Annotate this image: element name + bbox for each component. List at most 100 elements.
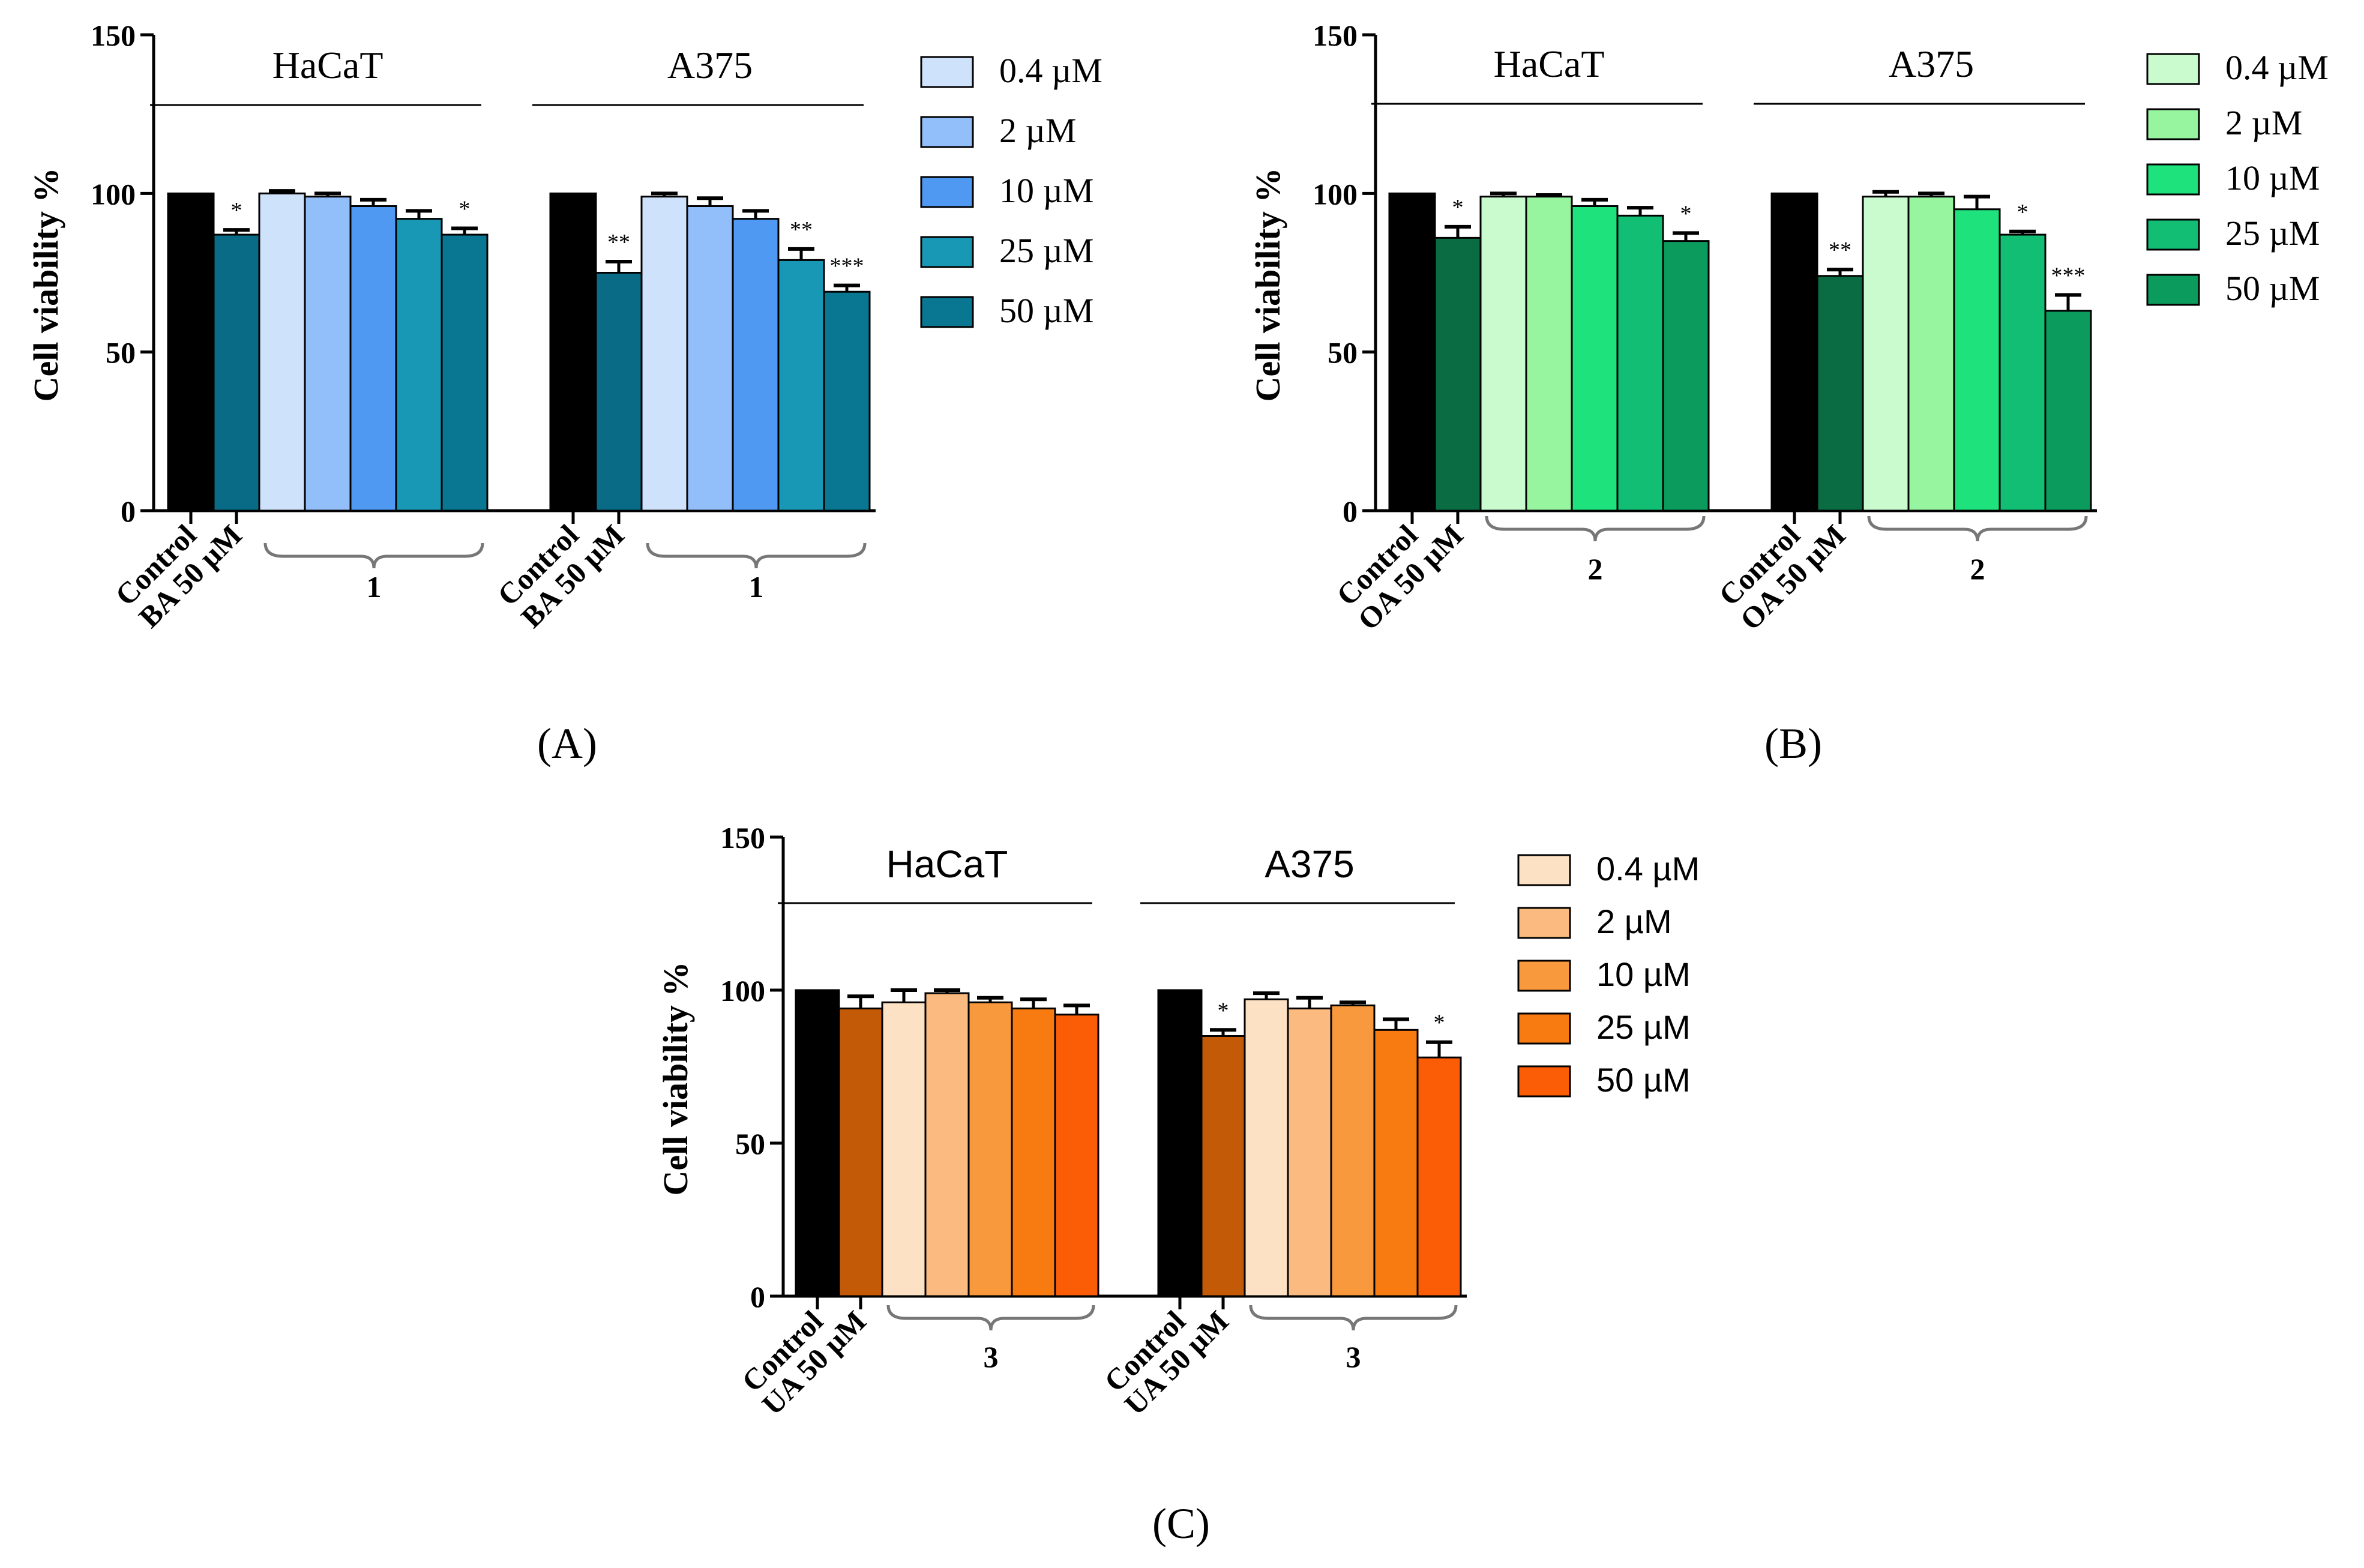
legend-swatch <box>2146 163 2200 196</box>
legend-label: 10 µM <box>1596 955 1691 993</box>
y-tick-label: 100 <box>720 974 765 1008</box>
bar <box>1953 208 2001 512</box>
group-title: HaCaT <box>886 843 1008 886</box>
bracket-label: 1 <box>749 570 764 604</box>
legend-label: 0.4 µM <box>999 51 1102 90</box>
legend-label: 10 µM <box>999 171 1094 210</box>
y-tick-label: 100 <box>91 177 136 211</box>
bracket-label: 2 <box>1970 552 1985 586</box>
legend-swatch <box>920 116 974 148</box>
legend-swatch <box>1517 907 1571 939</box>
legend-swatch <box>2146 53 2200 85</box>
bar <box>838 1008 883 1297</box>
bar <box>1200 1035 1246 1297</box>
bar <box>1770 192 1818 512</box>
legend-swatch <box>2146 218 2200 251</box>
legend-label: 25 µM <box>2225 214 2320 253</box>
group-title: A375 <box>667 44 753 86</box>
bar <box>1416 1056 1462 1297</box>
group-title: A375 <box>1889 43 1974 85</box>
bar <box>1244 998 1289 1297</box>
bar <box>1616 214 1664 512</box>
compound-bracket <box>1249 1305 1458 1331</box>
legend-label: 25 µM <box>1596 1008 1691 1046</box>
legend-label: 2 µM <box>1596 903 1672 940</box>
bar <box>1330 1005 1376 1297</box>
bar <box>1525 196 1573 512</box>
group-title: HaCaT <box>272 44 383 86</box>
legend-label: 0.4 µM <box>1596 850 1700 888</box>
significance-marker: ** <box>790 217 813 242</box>
bar <box>823 290 871 512</box>
y-tick-label: 50 <box>1328 336 1358 370</box>
y-tick-label: 0 <box>1343 494 1358 528</box>
significance-marker: * <box>1680 201 1692 226</box>
significance-marker: *** <box>830 254 864 279</box>
bar <box>881 1001 927 1297</box>
significance-marker: * <box>1452 195 1464 220</box>
legend-swatch <box>2146 274 2200 306</box>
panel-label: (C) <box>1152 1500 1210 1548</box>
y-axis-label: Cell viability % <box>656 962 695 1196</box>
bar <box>2044 310 2092 512</box>
bar <box>595 272 643 512</box>
bar <box>549 192 597 512</box>
group-title: A375 <box>1265 843 1354 886</box>
legend-label: 2 µM <box>2225 103 2303 142</box>
bar <box>1287 1008 1332 1297</box>
bracket-label: 3 <box>984 1340 999 1374</box>
significance-marker: * <box>459 196 471 221</box>
significance-marker: * <box>1434 1011 1445 1036</box>
bar <box>1662 240 1710 512</box>
bar <box>167 192 215 512</box>
bar <box>777 259 825 512</box>
legend-label: 10 µM <box>2225 158 2320 197</box>
bar <box>1479 196 1527 512</box>
bracket-label: 3 <box>1346 1340 1361 1374</box>
significance-marker: *** <box>2051 263 2086 289</box>
bar <box>1862 196 1910 512</box>
legend-swatch <box>920 56 974 88</box>
bar <box>1816 275 1864 512</box>
compound-bracket <box>1867 515 2088 542</box>
legend-label: 50 µM <box>999 291 1094 330</box>
legend-label: 2 µM <box>999 111 1077 150</box>
bar <box>1373 1029 1419 1297</box>
legend-label: 50 µM <box>1596 1061 1691 1099</box>
compound-bracket <box>646 542 867 569</box>
y-tick-label: 50 <box>735 1127 765 1161</box>
legend-swatch <box>920 236 974 268</box>
y-tick-label: 150 <box>720 821 765 855</box>
legend-swatch <box>2146 108 2200 140</box>
y-tick-label: 150 <box>1313 19 1358 52</box>
y-tick-label: 150 <box>91 19 136 52</box>
bar <box>1571 205 1619 512</box>
bar <box>732 218 780 512</box>
panel-label: (A) <box>537 719 597 767</box>
bar <box>1011 1008 1056 1297</box>
y-tick-label: 50 <box>106 336 136 370</box>
bracket-label: 2 <box>1588 552 1603 586</box>
bar <box>441 233 489 512</box>
bar <box>1999 233 2047 512</box>
compound-bracket <box>886 1305 1095 1331</box>
bar <box>349 205 397 512</box>
bar <box>924 992 970 1297</box>
legend-swatch <box>1517 854 1571 886</box>
bar <box>1157 989 1203 1297</box>
bar <box>1907 196 1955 512</box>
bar <box>1434 236 1482 512</box>
bar <box>304 196 352 512</box>
bar <box>640 196 688 512</box>
bar <box>212 233 260 512</box>
bracket-label: 1 <box>367 570 382 604</box>
y-tick-label: 0 <box>750 1280 765 1314</box>
significance-marker: ** <box>607 230 630 255</box>
bar <box>795 989 840 1297</box>
compound-bracket <box>1485 515 1706 542</box>
y-tick-label: 100 <box>1313 177 1358 211</box>
y-tick-label: 0 <box>121 494 136 528</box>
